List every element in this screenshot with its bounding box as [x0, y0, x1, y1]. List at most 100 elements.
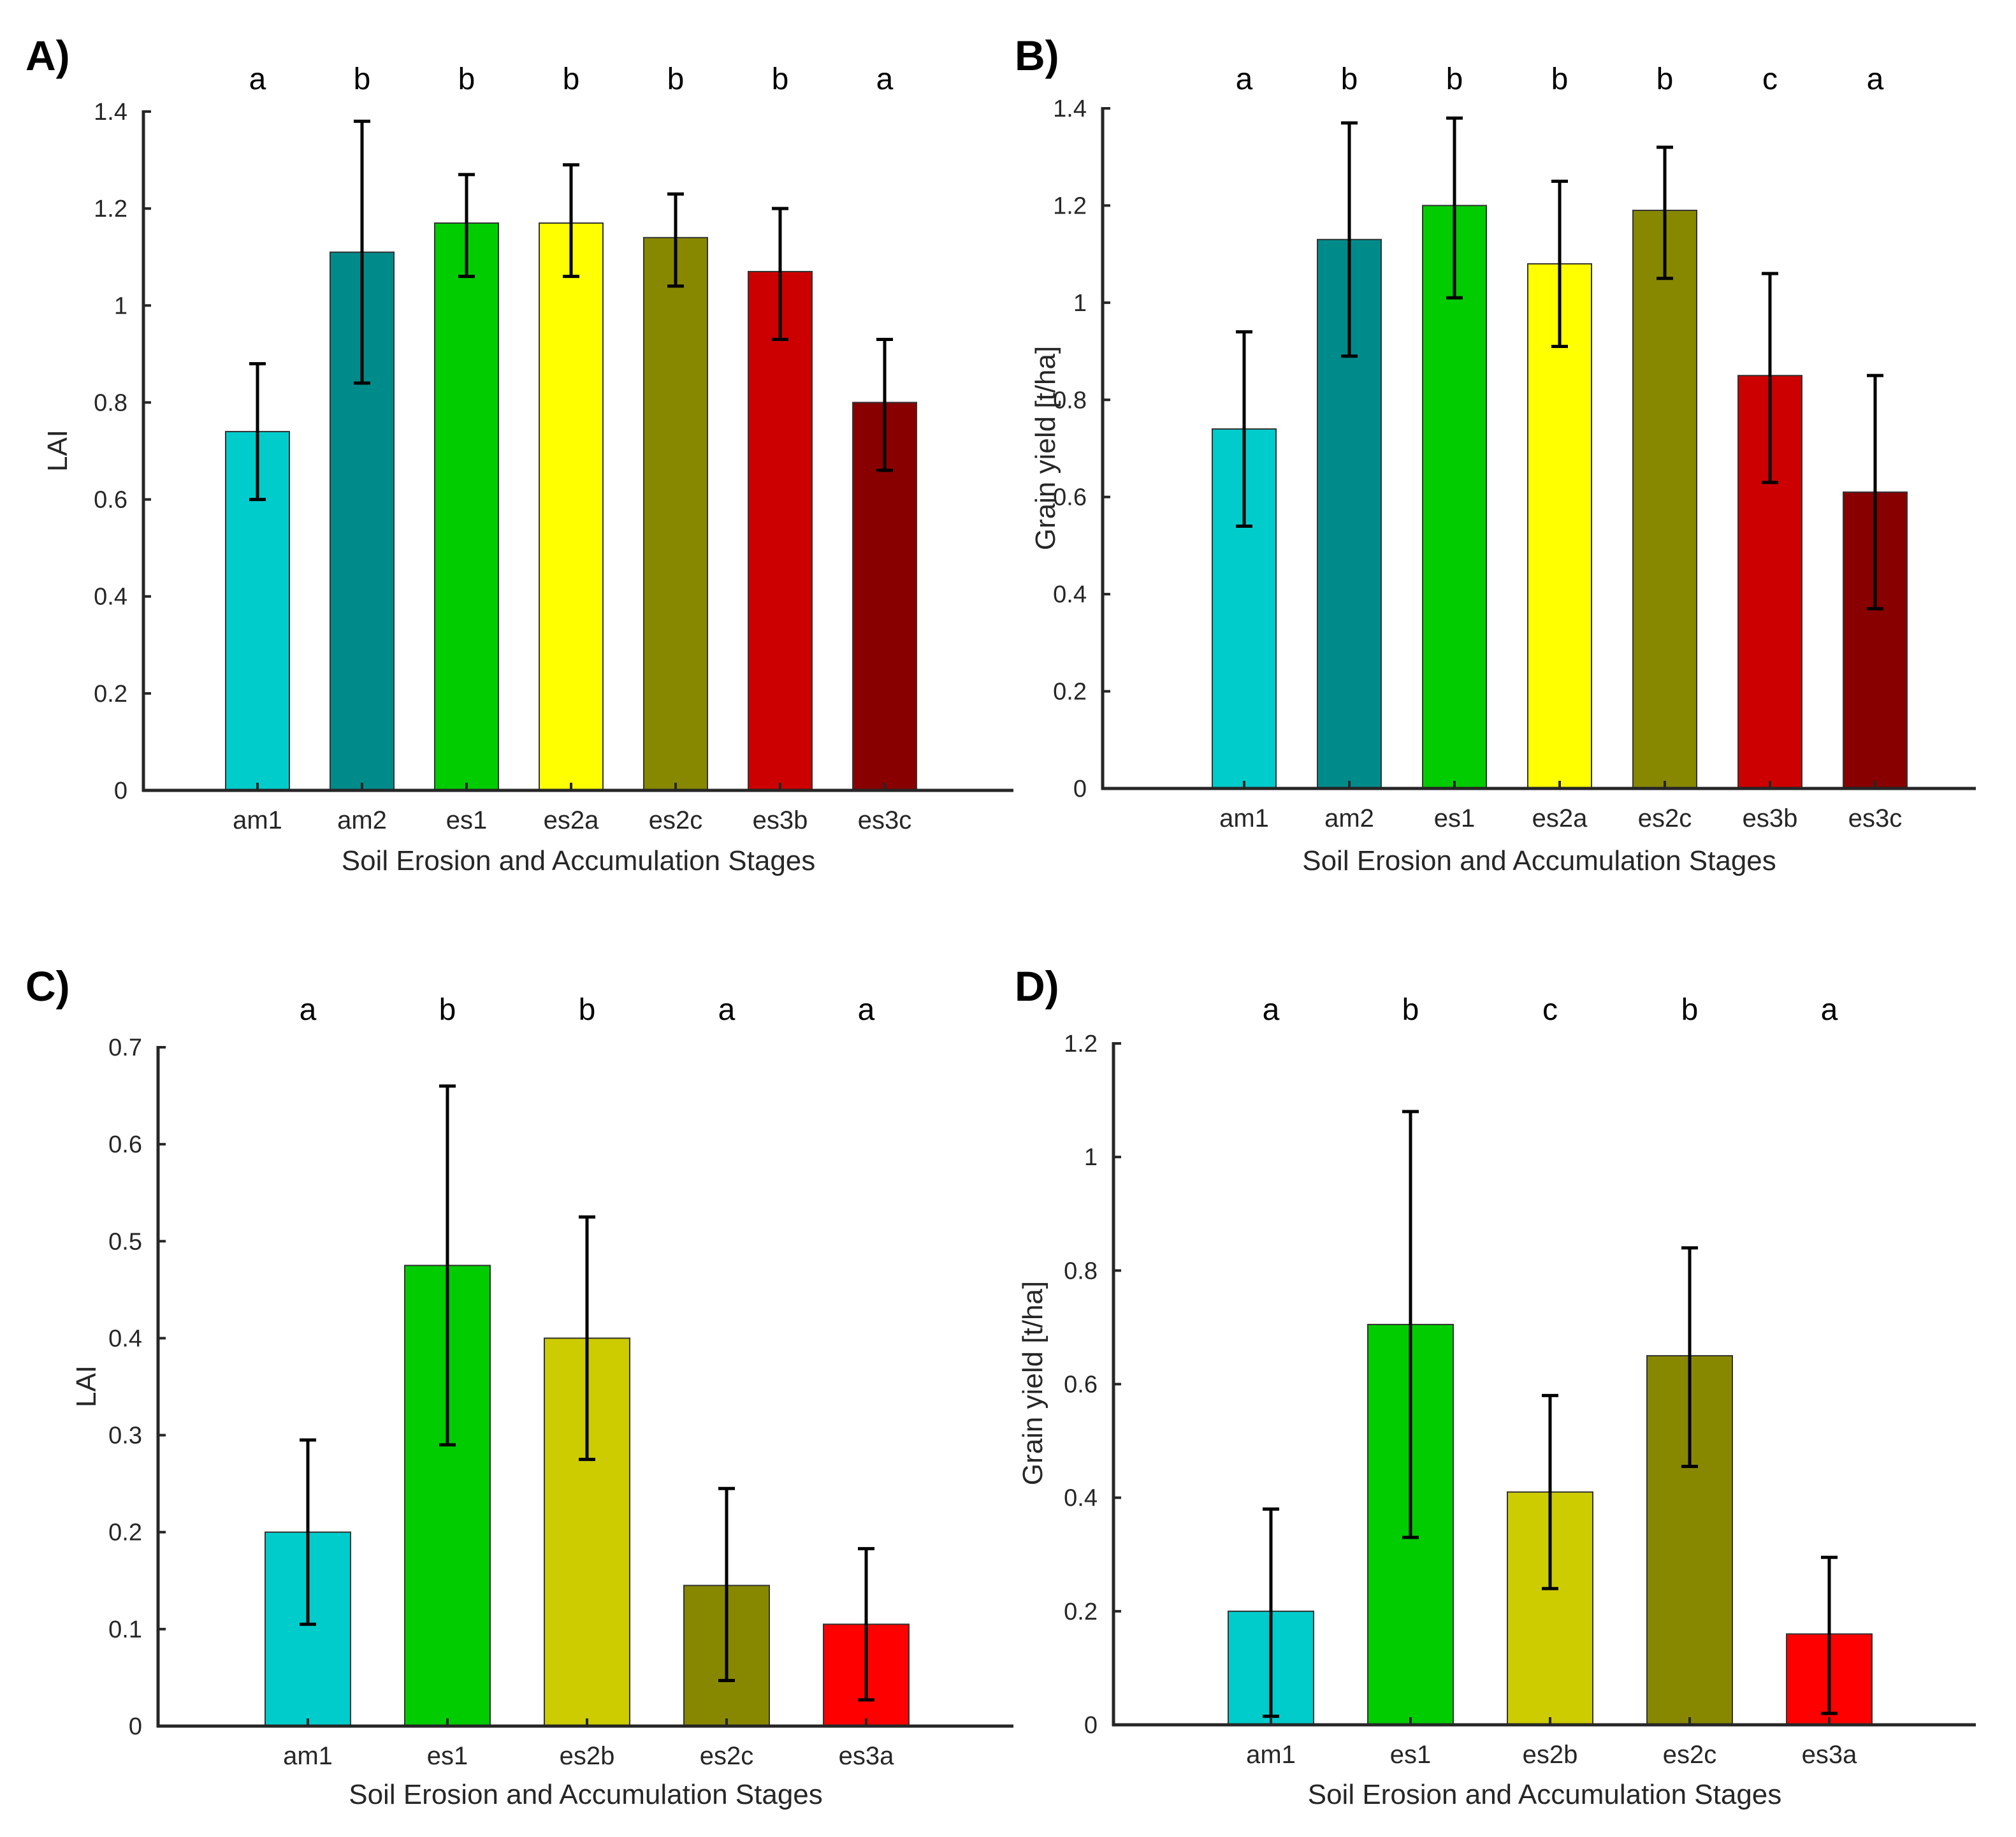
x-axis-label: Soil Erosion and Accumulation Stages	[342, 845, 816, 876]
error-bar-es3a	[1821, 1555, 1838, 1715]
y-tick-label: 0.2	[94, 681, 127, 708]
y-tick-label: 0.4	[1053, 581, 1087, 608]
y-tick-label: 1.4	[94, 99, 127, 126]
y-tick-label: 0.8	[1064, 1258, 1098, 1284]
y-tick-label: 0	[1073, 776, 1087, 802]
significance-letter: b	[439, 993, 456, 1027]
y-tick-label: 1	[1073, 290, 1087, 317]
x-tick-label-es2c: es2c	[649, 806, 703, 834]
bar-es2a	[539, 222, 604, 791]
significance-letter: b	[1402, 993, 1419, 1027]
error-bar-am1	[1263, 1507, 1279, 1718]
error-bar-es2c	[1657, 145, 1673, 280]
error-bar-es2c	[667, 192, 684, 288]
error-bar-es3c	[1867, 374, 1883, 611]
significance-letter: a	[876, 62, 894, 96]
error-bar-am1	[300, 1438, 316, 1626]
x-axis-label: Soil Erosion and Accumulation Stages	[1302, 845, 1776, 876]
x-tick-label-es3b: es3b	[1743, 804, 1798, 832]
panel-label: B)	[1015, 32, 1059, 79]
x-tick-label-am1: am1	[283, 1742, 333, 1770]
significance-letter: b	[1341, 62, 1358, 96]
significance-letter: b	[1551, 62, 1569, 96]
x-tick-label-es1: es1	[1390, 1741, 1432, 1769]
significance-letter: b	[667, 62, 685, 96]
y-tick-label: 0.8	[94, 389, 127, 416]
bar-es3b	[748, 271, 813, 791]
bar-es2c	[1632, 210, 1697, 789]
x-tick-label-es2c: es2c	[1638, 804, 1692, 832]
bar-es1	[434, 222, 499, 791]
x-tick-label-es1: es1	[1434, 804, 1476, 832]
bar-es2c	[643, 236, 708, 791]
y-axis-label: LAI	[71, 1365, 102, 1407]
significance-letter: a	[858, 993, 875, 1027]
x-tick-label-es3c: es3c	[1848, 804, 1903, 832]
significance-letter: b	[458, 62, 475, 96]
y-tick-label: 1	[114, 293, 127, 319]
x-axis-label: Soil Erosion and Accumulation Stages	[1308, 1779, 1782, 1810]
error-bar-es2c	[718, 1486, 735, 1682]
y-tick-label: 0.6	[108, 1131, 142, 1158]
x-tick-label-es3a: es3a	[839, 1742, 894, 1770]
error-bar-es1	[1446, 116, 1463, 300]
x-tick-label-es2b: es2b	[560, 1742, 615, 1770]
chart-panel-a: 0 0.2 0.4 0.6 0.8 1 1.2 1.4 am1 am2 es1 es2a es2c es3…	[25, 32, 1013, 876]
error-bar-es1	[1402, 1110, 1419, 1539]
x-tick-label-es1: es1	[427, 1742, 468, 1770]
error-bar-es2a	[563, 163, 579, 279]
significance-letter: b	[1446, 62, 1463, 96]
x-tick-label-es3a: es3a	[1802, 1741, 1857, 1769]
y-tick-label: 0.7	[108, 1035, 142, 1061]
bar-es1	[1422, 205, 1487, 789]
y-tick-label: 0.3	[108, 1423, 142, 1449]
significance-letter: b	[772, 62, 789, 96]
y-tick-label: 1.4	[1053, 96, 1087, 122]
y-tick-label: 1.2	[1064, 1031, 1098, 1057]
y-tick-label: 0.2	[1064, 1599, 1098, 1625]
y-tick-label: 0.2	[1053, 679, 1087, 706]
significance-letter: c	[1762, 62, 1778, 96]
significance-letter: a	[1821, 993, 1838, 1027]
error-bar-am1	[1236, 330, 1252, 528]
panel-label: D)	[1015, 962, 1059, 1010]
error-bar-am1	[249, 362, 266, 502]
x-tick-label-am1: am1	[1246, 1741, 1296, 1769]
x-tick-label-am2: am2	[337, 806, 387, 834]
panel-label: C)	[25, 962, 70, 1010]
error-bar-es3b	[1762, 272, 1778, 484]
significance-letter: a	[300, 993, 317, 1027]
x-tick-label-es2b: es2b	[1523, 1741, 1578, 1769]
chart-panel-b: 0 0.2 0.4 0.6 0.8 1 1.2 1.4 am1 am2 es1 es2a es2c es3…	[1015, 32, 1976, 876]
error-bar-es1	[439, 1084, 456, 1447]
y-tick-label: 0	[1084, 1712, 1098, 1739]
y-tick-label: 0	[129, 1713, 142, 1740]
x-tick-label-am2: am2	[1324, 804, 1374, 832]
y-tick-label: 1.2	[1053, 192, 1087, 219]
x-tick-label-es1: es1	[446, 806, 488, 834]
significance-letter: c	[1542, 993, 1558, 1027]
x-tick-label-es2a: es2a	[544, 806, 599, 834]
y-tick-label: 0.5	[108, 1228, 142, 1255]
error-bar-am2	[354, 119, 370, 385]
significance-letter: a	[249, 62, 266, 96]
x-tick-label-am1: am1	[233, 806, 282, 834]
chart-panel-c: 0 0.1 0.2 0.3 0.4 0.5 0.6 0.7 am1 es1 es2b es2c es3a…	[25, 962, 1013, 1810]
y-tick-label: 0.4	[94, 584, 127, 611]
x-tick-label-am1: am1	[1219, 804, 1269, 832]
error-bar-es3b	[772, 207, 788, 342]
error-bar-es2a	[1551, 179, 1568, 348]
significance-letter: b	[579, 993, 596, 1027]
x-tick-label-es2a: es2a	[1532, 804, 1588, 832]
y-tick-label: 0.6	[1053, 484, 1087, 511]
error-bar-es3a	[858, 1547, 874, 1702]
y-tick-label: 0.6	[94, 487, 127, 514]
x-tick-label-es2c: es2c	[700, 1742, 754, 1770]
y-tick-label: 0.2	[108, 1520, 142, 1546]
significance-letter: b	[354, 62, 371, 96]
y-tick-label: 0.4	[108, 1325, 142, 1352]
y-tick-label: 1	[1084, 1144, 1098, 1171]
y-tick-label: 0.8	[1053, 387, 1087, 414]
y-axis-label: LAI	[42, 430, 73, 472]
significance-letter: b	[563, 62, 580, 96]
